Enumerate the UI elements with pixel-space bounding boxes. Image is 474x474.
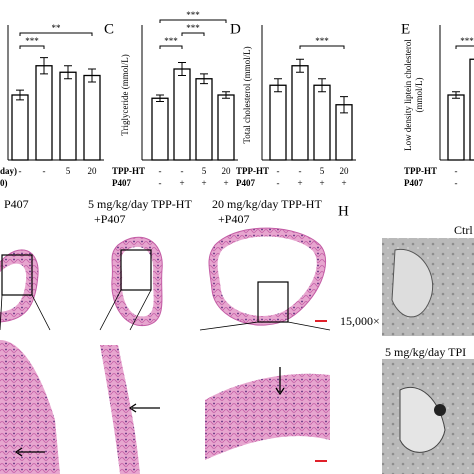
group-row-label: TPP-HT — [236, 166, 269, 176]
tem-label: Ctrl — [454, 223, 473, 237]
bar — [195, 78, 213, 161]
group-row-value: + — [201, 178, 206, 188]
error-bar — [296, 58, 304, 73]
error-bar — [156, 94, 164, 102]
group-row-value: 5 — [66, 166, 71, 176]
significance-bracket — [159, 19, 227, 23]
group-row-value: - — [159, 166, 162, 176]
tem-images — [382, 238, 474, 474]
error-bar — [222, 91, 230, 99]
panel-label: H — [338, 203, 349, 219]
histology-label: +P407 — [94, 212, 125, 226]
error-bar — [452, 91, 460, 99]
group-row-value: - — [455, 178, 458, 188]
group-row-value: 20 — [340, 166, 350, 176]
histology-label: +P407 — [218, 212, 249, 226]
y-axis-label: (mmol/L) — [414, 78, 424, 113]
error-bar — [318, 78, 326, 93]
bar — [469, 58, 474, 161]
error-bar — [340, 96, 348, 114]
error-bar — [178, 62, 186, 76]
histology-label: 5 mg/kg/day TPP-HT — [88, 197, 192, 211]
significance-label: *** — [186, 23, 200, 33]
group-row-value: 5 — [202, 166, 207, 176]
group-row-value: + — [319, 178, 324, 188]
significance-bracket — [181, 32, 205, 36]
error-bar — [64, 65, 72, 80]
tem-label: 5 mg/kg/day TPI — [385, 345, 466, 359]
bar — [151, 97, 169, 161]
significance-label: *** — [164, 36, 178, 46]
group-row-label: TPP-HT — [112, 166, 145, 176]
error-bar — [16, 89, 24, 101]
bar — [291, 65, 309, 161]
figure-labels: H Ctrl 15,000× 5 mg/kg/day TPI — [338, 203, 473, 358]
group-row-label: P407 — [112, 178, 131, 188]
bar — [173, 68, 191, 161]
group-row-value: 5 — [320, 166, 325, 176]
significance-bracket — [19, 32, 93, 36]
group-row-value: 20 — [222, 166, 232, 176]
group-row-value: - — [19, 166, 22, 176]
y-axis-label: Triglyceride (mmol/L) — [120, 54, 130, 135]
group-row-value: - — [455, 166, 458, 176]
significance-label: *** — [25, 36, 39, 46]
error-bar — [274, 78, 282, 93]
error-bar — [40, 57, 48, 75]
histology-label: 20 mg/kg/day TPP-HT — [212, 197, 322, 211]
magnification: 15,000× — [340, 314, 380, 328]
group-row-label: 0) — [0, 178, 8, 188]
group-row-value: - — [299, 166, 302, 176]
bar — [313, 84, 331, 161]
group-row-value: - — [159, 178, 162, 188]
significance-label: *** — [315, 36, 329, 46]
y-axis-label: Total cholesterol (mmol/L) — [242, 46, 252, 143]
bar — [447, 94, 465, 161]
histology-label: P407 — [4, 197, 29, 211]
group-row-value: + — [179, 178, 184, 188]
error-bar — [88, 68, 96, 83]
panel-label: D — [230, 21, 241, 37]
group-row-label: P407 — [404, 178, 423, 188]
bar — [217, 94, 235, 161]
group-row-value: + — [297, 178, 302, 188]
group-row-value: - — [43, 166, 46, 176]
significance-label: ** — [52, 23, 62, 33]
bar — [59, 71, 77, 161]
group-row-value: - — [277, 166, 280, 176]
histology — [0, 227, 331, 474]
group-row-value: + — [341, 178, 346, 188]
significance-bracket — [455, 45, 474, 49]
bar — [83, 74, 101, 161]
group-row-label: TPP-HT — [404, 166, 437, 176]
significance-label: *** — [460, 36, 474, 46]
bar — [11, 94, 29, 161]
error-bar — [200, 73, 208, 85]
significance-label: *** — [186, 10, 200, 20]
group-row-label: day) — [0, 166, 17, 176]
group-row-value: - — [277, 178, 280, 188]
bar — [35, 65, 53, 161]
group-row-value: 20 — [88, 166, 98, 176]
group-row-value: - — [181, 166, 184, 176]
significance-bracket — [299, 45, 345, 49]
bar — [269, 84, 287, 161]
group-row-label: P407 — [236, 178, 255, 188]
y-axis-label: Low density liptein cholesterol — [403, 39, 413, 151]
panel-label: E — [401, 21, 410, 37]
group-row-value: + — [223, 178, 228, 188]
significance-bracket — [19, 45, 45, 49]
panel-label: C — [104, 21, 114, 37]
significance-bracket — [159, 45, 183, 49]
